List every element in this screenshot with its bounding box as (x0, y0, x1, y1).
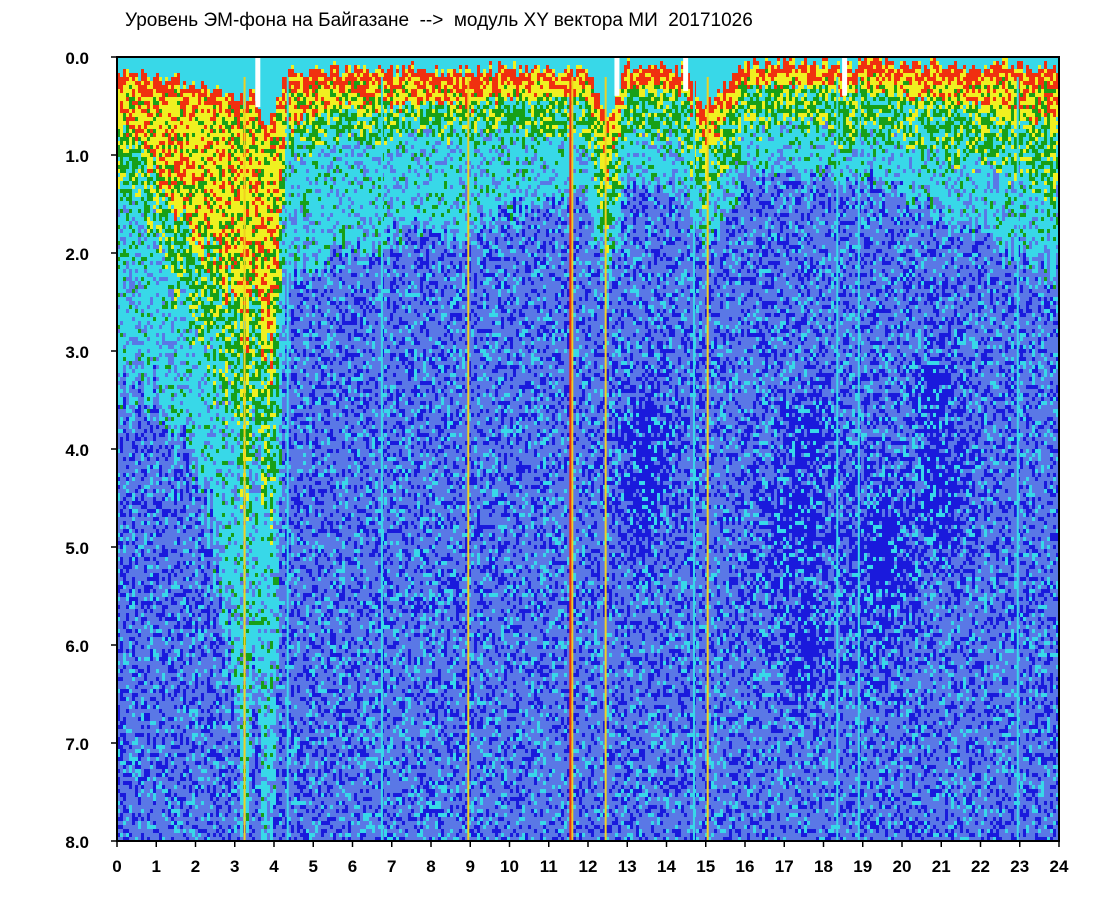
data-gap (842, 57, 847, 96)
x-tick-label: 7 (387, 857, 396, 876)
x-tick-label: 2 (191, 857, 200, 876)
data-gap (614, 57, 619, 96)
y-tick-label: 1.0 (65, 147, 89, 166)
x-tick-label: 9 (466, 857, 475, 876)
x-tick-label: 3 (230, 857, 239, 876)
y-tick-label: 0.0 (65, 49, 89, 68)
data-gap (683, 57, 688, 91)
x-tick-label: 5 (309, 857, 318, 876)
x-tick-label: 20 (893, 857, 912, 876)
x-tick-label: 24 (1050, 857, 1069, 876)
x-tick-label: 0 (112, 857, 121, 876)
x-axis: 0 1 2 3 4 5 6 7 8 9 10 11 12 13 14 15 16 17 18 19 20 21 22 23 24 (112, 841, 1069, 876)
x-tick-label: 21 (932, 857, 951, 876)
heatmap-cells (117, 57, 1059, 841)
x-tick-label: 8 (426, 857, 435, 876)
y-axis: 0.0 1.0 2.0 3.0 4.0 5.0 6.0 7.0 8.0 (65, 49, 117, 852)
x-tick-label: 10 (500, 857, 519, 876)
data-gap (255, 57, 260, 107)
y-tick-label: 2.0 (65, 245, 89, 264)
x-tick-label: 11 (540, 857, 558, 876)
x-tick-label: 19 (853, 857, 872, 876)
y-tick-label: 3.0 (65, 343, 89, 362)
x-tick-label: 23 (1010, 857, 1029, 876)
x-tick-label: 6 (348, 857, 357, 876)
x-tick-label: 17 (775, 857, 794, 876)
x-tick-label: 13 (618, 857, 637, 876)
x-tick-label: 15 (696, 857, 715, 876)
y-tick-label: 6.0 (65, 637, 89, 656)
y-tick-label: 5.0 (65, 539, 89, 558)
x-tick-label: 22 (971, 857, 990, 876)
x-tick-label: 1 (152, 857, 161, 876)
y-tick-label: 7.0 (65, 735, 89, 754)
y-tick-label: 8.0 (65, 833, 89, 852)
y-tick-label: 4.0 (65, 441, 89, 460)
x-tick-label: 18 (814, 857, 833, 876)
x-tick-label: 14 (657, 857, 676, 876)
x-tick-label: 16 (736, 857, 755, 876)
x-tick-label: 12 (579, 857, 598, 876)
x-tick-label: 4 (269, 857, 279, 876)
